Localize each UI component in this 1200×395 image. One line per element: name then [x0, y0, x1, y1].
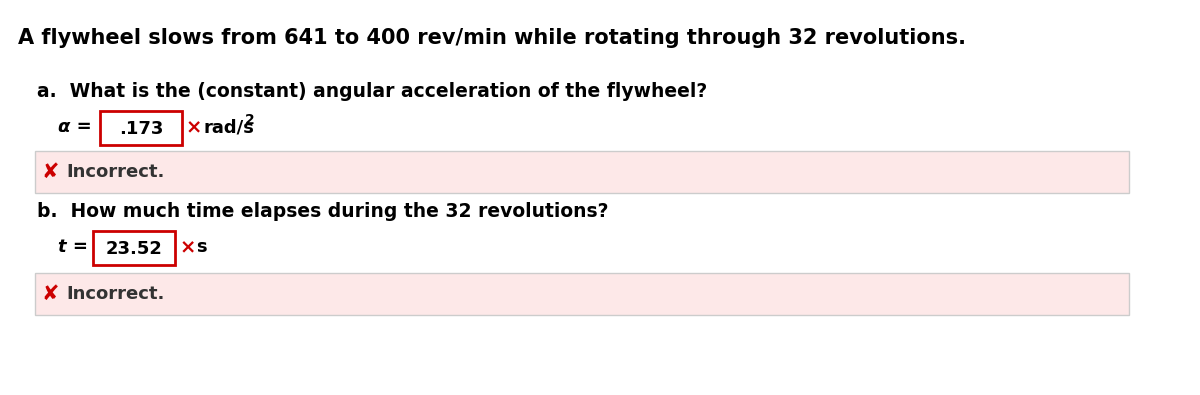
- Text: ✘: ✘: [42, 162, 59, 182]
- Text: 2: 2: [245, 113, 256, 127]
- Text: rad/s: rad/s: [204, 118, 254, 136]
- Text: α =: α =: [59, 118, 92, 136]
- Text: Incorrect.: Incorrect.: [66, 163, 164, 181]
- Text: Incorrect.: Incorrect.: [66, 285, 164, 303]
- FancyBboxPatch shape: [35, 273, 1129, 315]
- Text: a.  What is the (constant) angular acceleration of the flywheel?: a. What is the (constant) angular accele…: [37, 82, 707, 101]
- Text: ×: ×: [179, 238, 196, 257]
- Text: t =: t =: [59, 238, 89, 256]
- FancyBboxPatch shape: [101, 111, 182, 145]
- Text: s: s: [197, 238, 208, 256]
- Text: b.  How much time elapses during the 32 revolutions?: b. How much time elapses during the 32 r…: [37, 202, 608, 221]
- Text: A flywheel slows from 641 to 400 rev/min while rotating through 32 revolutions.: A flywheel slows from 641 to 400 rev/min…: [18, 28, 966, 48]
- Text: 23.52: 23.52: [106, 240, 163, 258]
- FancyBboxPatch shape: [94, 231, 175, 265]
- Text: ✘: ✘: [42, 284, 59, 304]
- Text: .173: .173: [119, 120, 163, 138]
- Text: ×: ×: [186, 118, 203, 137]
- FancyBboxPatch shape: [35, 151, 1129, 193]
